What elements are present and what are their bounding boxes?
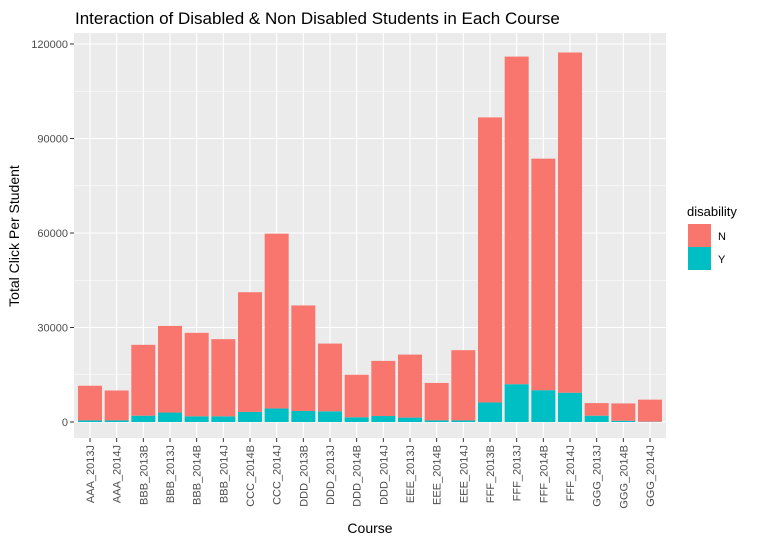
gridlines bbox=[74, 33, 666, 438]
y-tick-label: 90000 bbox=[37, 134, 68, 146]
bar-n-BBB_2013B bbox=[131, 344, 156, 416]
x-tick-label: FFF_2013J bbox=[512, 445, 524, 501]
bar-n-EEE_2013J bbox=[398, 354, 422, 418]
chart-title: Interaction of Disabled & Non Disabled S… bbox=[75, 9, 560, 28]
bar-n-GGG_2013J bbox=[584, 403, 609, 416]
bar-y-AAA_2013J bbox=[78, 420, 102, 422]
x-tick-label: GGG_2014B bbox=[618, 445, 630, 509]
bar-y-EEE_2014B bbox=[424, 420, 449, 422]
bar-y-GGG_2013J bbox=[584, 415, 609, 422]
bar-y-BBB_2014B bbox=[184, 416, 209, 422]
legend-key-y bbox=[688, 247, 711, 270]
bar-n-GGG_2014B bbox=[611, 403, 636, 421]
bar-n-BBB_2014J bbox=[211, 339, 236, 417]
x-tick-label: EEE_2014J bbox=[458, 445, 470, 503]
x-tick-label: DDD_2013B bbox=[298, 445, 310, 507]
bar-n-AAA_2014J bbox=[104, 390, 129, 421]
x-tick-label: GGG_2013J bbox=[592, 445, 604, 507]
y-tick-label: 120000 bbox=[31, 39, 68, 51]
bar-y-FFF_2014J bbox=[558, 392, 582, 422]
x-tick-label: GGG_2014J bbox=[645, 445, 657, 507]
x-tick-label: EEE_2014B bbox=[432, 445, 444, 505]
x-tick-label: FFF_2014B bbox=[538, 445, 550, 503]
bar-n-CCC_2014B bbox=[238, 292, 262, 412]
x-tick-label: CCC_2014B bbox=[245, 445, 257, 507]
y-tick-label: 0 bbox=[62, 417, 68, 429]
legend-label-y: Y bbox=[718, 254, 726, 266]
x-axis-title: Course bbox=[347, 520, 392, 536]
bars bbox=[78, 52, 662, 422]
bar-n-EEE_2014B bbox=[424, 382, 449, 421]
legend-label-n: N bbox=[718, 231, 726, 243]
bar-y-EEE_2014J bbox=[451, 420, 476, 422]
bar-n-CCC_2014J bbox=[264, 233, 289, 409]
x-tick-label: FFF_2013B bbox=[485, 445, 497, 503]
bar-n-FFF_2013B bbox=[478, 117, 502, 403]
bar-n-FFF_2013J bbox=[504, 56, 529, 385]
x-tick-label: BBB_2014B bbox=[192, 445, 204, 505]
bar-y-BBB_2013J bbox=[158, 412, 182, 422]
x-tick-label: DDD_2013J bbox=[325, 445, 337, 505]
y-axis-ticks: 0 30000 60000 90000 120000 bbox=[31, 39, 74, 429]
bar-n-BBB_2014B bbox=[184, 332, 209, 417]
bar-n-DDD_2013B bbox=[291, 305, 316, 411]
bar-n-DDD_2014B bbox=[344, 374, 369, 418]
legend-title: disability bbox=[687, 204, 737, 219]
bar-y-FFF_2014B bbox=[531, 390, 556, 422]
bar-n-FFF_2014J bbox=[558, 52, 582, 393]
bar-y-DDD_2013J bbox=[318, 411, 342, 422]
x-tick-label: BBB_2013J bbox=[165, 445, 177, 503]
y-axis-title: Total Click Per Student bbox=[6, 165, 22, 307]
bar-y-DDD_2013B bbox=[291, 410, 316, 422]
bar-y-DDD_2014B bbox=[344, 417, 369, 422]
bar-n-AAA_2013J bbox=[78, 385, 102, 421]
legend: disability N Y bbox=[687, 204, 737, 270]
y-tick-label: 30000 bbox=[37, 323, 68, 335]
bar-y-BBB_2014J bbox=[211, 416, 236, 422]
x-tick-label: BBB_2014J bbox=[218, 445, 230, 503]
x-tick-label: FFF_2014J bbox=[565, 445, 577, 501]
bar-y-DDD_2014J bbox=[371, 416, 396, 422]
x-tick-label: DDD_2014J bbox=[378, 445, 390, 505]
bar-y-EEE_2013J bbox=[398, 417, 422, 422]
bar-y-GGG_2014B bbox=[611, 420, 636, 422]
bar-y-BBB_2013B bbox=[131, 415, 156, 422]
bar-n-DDD_2013J bbox=[318, 343, 342, 412]
bar-y-CCC_2014J bbox=[264, 408, 289, 422]
bar-n-GGG_2014J bbox=[638, 399, 662, 422]
x-tick-label: BBB_2013B bbox=[138, 445, 150, 505]
bar-n-FFF_2014B bbox=[531, 158, 556, 391]
x-tick-label: AAA_2014J bbox=[112, 445, 124, 503]
x-tick-label: DDD_2014B bbox=[352, 445, 364, 507]
legend-key-n bbox=[688, 224, 711, 247]
bar-y-FFF_2013J bbox=[504, 384, 529, 422]
x-tick-label: AAA_2013J bbox=[85, 445, 97, 503]
bar-n-EEE_2014J bbox=[451, 350, 476, 421]
bar-y-AAA_2014J bbox=[104, 420, 129, 422]
x-tick-label: EEE_2013J bbox=[405, 445, 417, 503]
x-tick-label: CCC_2014J bbox=[272, 445, 284, 505]
bar-n-BBB_2013J bbox=[158, 325, 182, 413]
bar-y-FFF_2013B bbox=[478, 402, 502, 422]
y-tick-label: 60000 bbox=[37, 228, 68, 240]
bar-y-CCC_2014B bbox=[238, 411, 262, 422]
bar-n-DDD_2014J bbox=[371, 360, 396, 417]
x-axis-ticks: AAA_2013J AAA_2014J BBB_2013B BBB_2013J BBB_… bbox=[85, 438, 657, 509]
